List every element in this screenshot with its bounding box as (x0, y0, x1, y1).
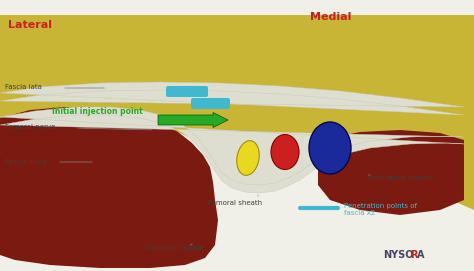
Text: Iliopsoas muscle: Iliopsoas muscle (146, 245, 204, 251)
Polygon shape (0, 107, 218, 268)
Text: Fascia iliaca: Fascia iliaca (5, 159, 47, 165)
Polygon shape (0, 82, 464, 115)
Text: Fascia lata: Fascia lata (5, 84, 42, 90)
Text: NYSO: NYSO (383, 250, 413, 260)
Polygon shape (0, 15, 474, 210)
Text: A: A (417, 250, 425, 260)
Polygon shape (0, 107, 464, 193)
Text: R: R (410, 250, 418, 260)
Ellipse shape (309, 122, 351, 174)
Ellipse shape (271, 134, 299, 169)
FancyBboxPatch shape (166, 86, 208, 97)
Text: Penetration points of
fascia x2: Penetration points of fascia x2 (344, 203, 417, 216)
Text: Initial injection point: Initial injection point (52, 108, 143, 117)
FancyBboxPatch shape (191, 98, 230, 109)
Text: Femoral nerve: Femoral nerve (5, 124, 55, 130)
Text: Femoral sheath: Femoral sheath (208, 200, 262, 206)
FancyArrow shape (158, 112, 228, 127)
Text: Lateral: Lateral (8, 20, 52, 30)
Ellipse shape (237, 141, 259, 175)
Text: Pectineous muscle: Pectineous muscle (368, 175, 433, 181)
Text: Medial: Medial (310, 12, 351, 22)
Polygon shape (318, 130, 464, 215)
